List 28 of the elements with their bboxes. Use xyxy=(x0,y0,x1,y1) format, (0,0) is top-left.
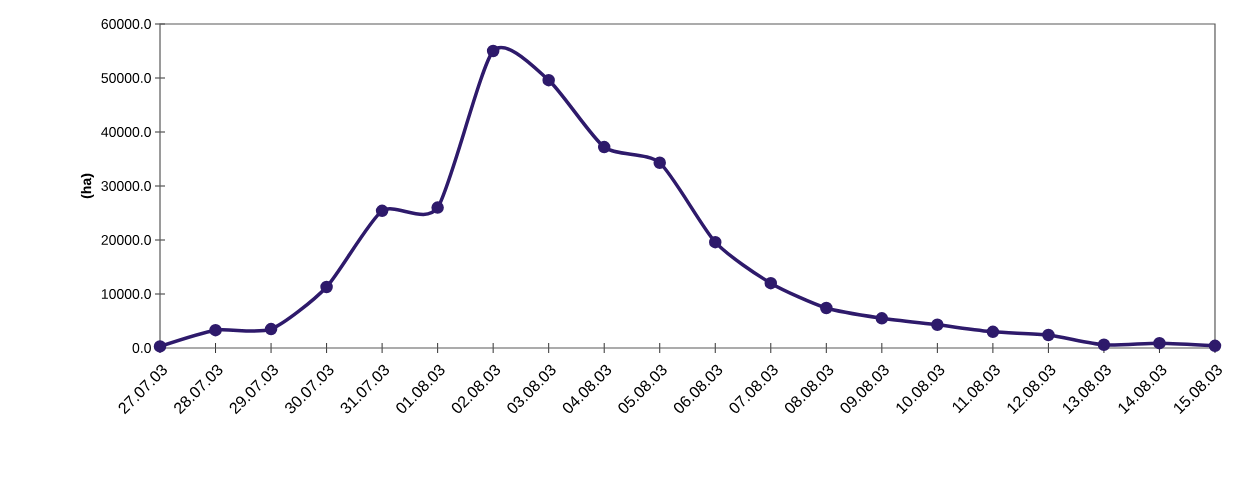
point xyxy=(264,322,278,336)
point xyxy=(875,312,889,325)
point xyxy=(820,301,833,315)
y-axis-title: (ha) xyxy=(80,173,94,199)
point xyxy=(486,44,500,58)
y-tick-label: 0.0 xyxy=(132,343,151,353)
point xyxy=(709,235,722,249)
point xyxy=(1208,339,1222,353)
point xyxy=(1153,336,1166,350)
point xyxy=(653,156,666,170)
y-tick-label: 60000.0 xyxy=(101,19,151,29)
y-tick-label: 40000.0 xyxy=(101,127,151,137)
point xyxy=(597,140,611,154)
point xyxy=(764,276,778,290)
y-tick-label: 50000.0 xyxy=(101,73,151,83)
point xyxy=(431,201,444,214)
point xyxy=(375,204,389,218)
point xyxy=(209,323,222,337)
point xyxy=(1097,338,1111,352)
point xyxy=(1042,328,1055,342)
point xyxy=(320,280,333,294)
y-tick-label: 30000.0 xyxy=(101,181,151,191)
point xyxy=(986,325,1000,339)
y-tick-label: 20000.0 xyxy=(101,235,151,245)
point xyxy=(931,318,944,332)
point xyxy=(542,73,555,87)
y-tick-label: 10000.0 xyxy=(101,289,151,299)
point xyxy=(153,340,167,353)
